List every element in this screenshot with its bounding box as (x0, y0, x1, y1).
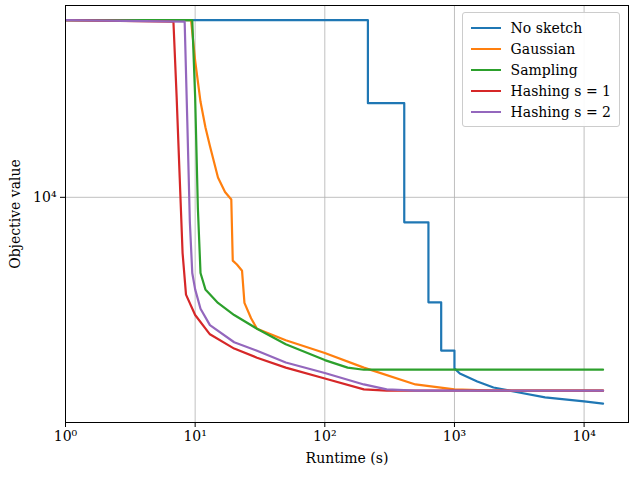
html-text:No sketch: No sketch (510, 19, 583, 36)
html-text:Gaussian: Gaussian (510, 40, 576, 57)
svg-text:10⁰: 10⁰ (54, 428, 78, 444)
svg-text:Runtime (s): Runtime (s) (306, 450, 389, 466)
svg-text:10⁴: 10⁴ (33, 189, 57, 205)
svg-text:10²: 10² (313, 428, 336, 444)
html-text:Hashing s = 2: Hashing s = 2 (510, 103, 611, 120)
svg-text:10¹: 10¹ (183, 428, 206, 444)
svg-text:10³: 10³ (443, 428, 466, 444)
html-text:Sampling: Sampling (510, 61, 578, 78)
html-text:Hashing s = 1: Hashing s = 1 (510, 82, 611, 99)
svg-text:Objective value: Objective value (7, 159, 23, 269)
svg-text:10⁴: 10⁴ (572, 428, 596, 444)
